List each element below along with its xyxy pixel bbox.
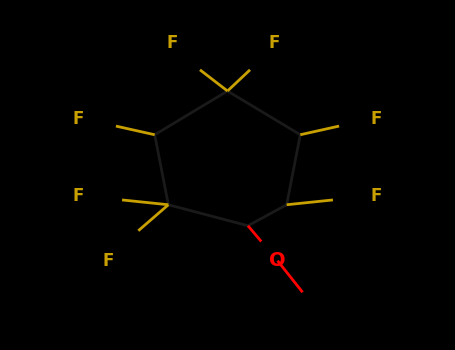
Text: F: F: [371, 187, 382, 205]
Text: F: F: [102, 252, 114, 270]
Text: F: F: [73, 187, 84, 205]
Text: F: F: [268, 35, 280, 52]
Text: O: O: [269, 251, 286, 270]
Text: F: F: [73, 110, 84, 128]
Text: F: F: [371, 110, 382, 128]
Text: F: F: [166, 35, 177, 52]
